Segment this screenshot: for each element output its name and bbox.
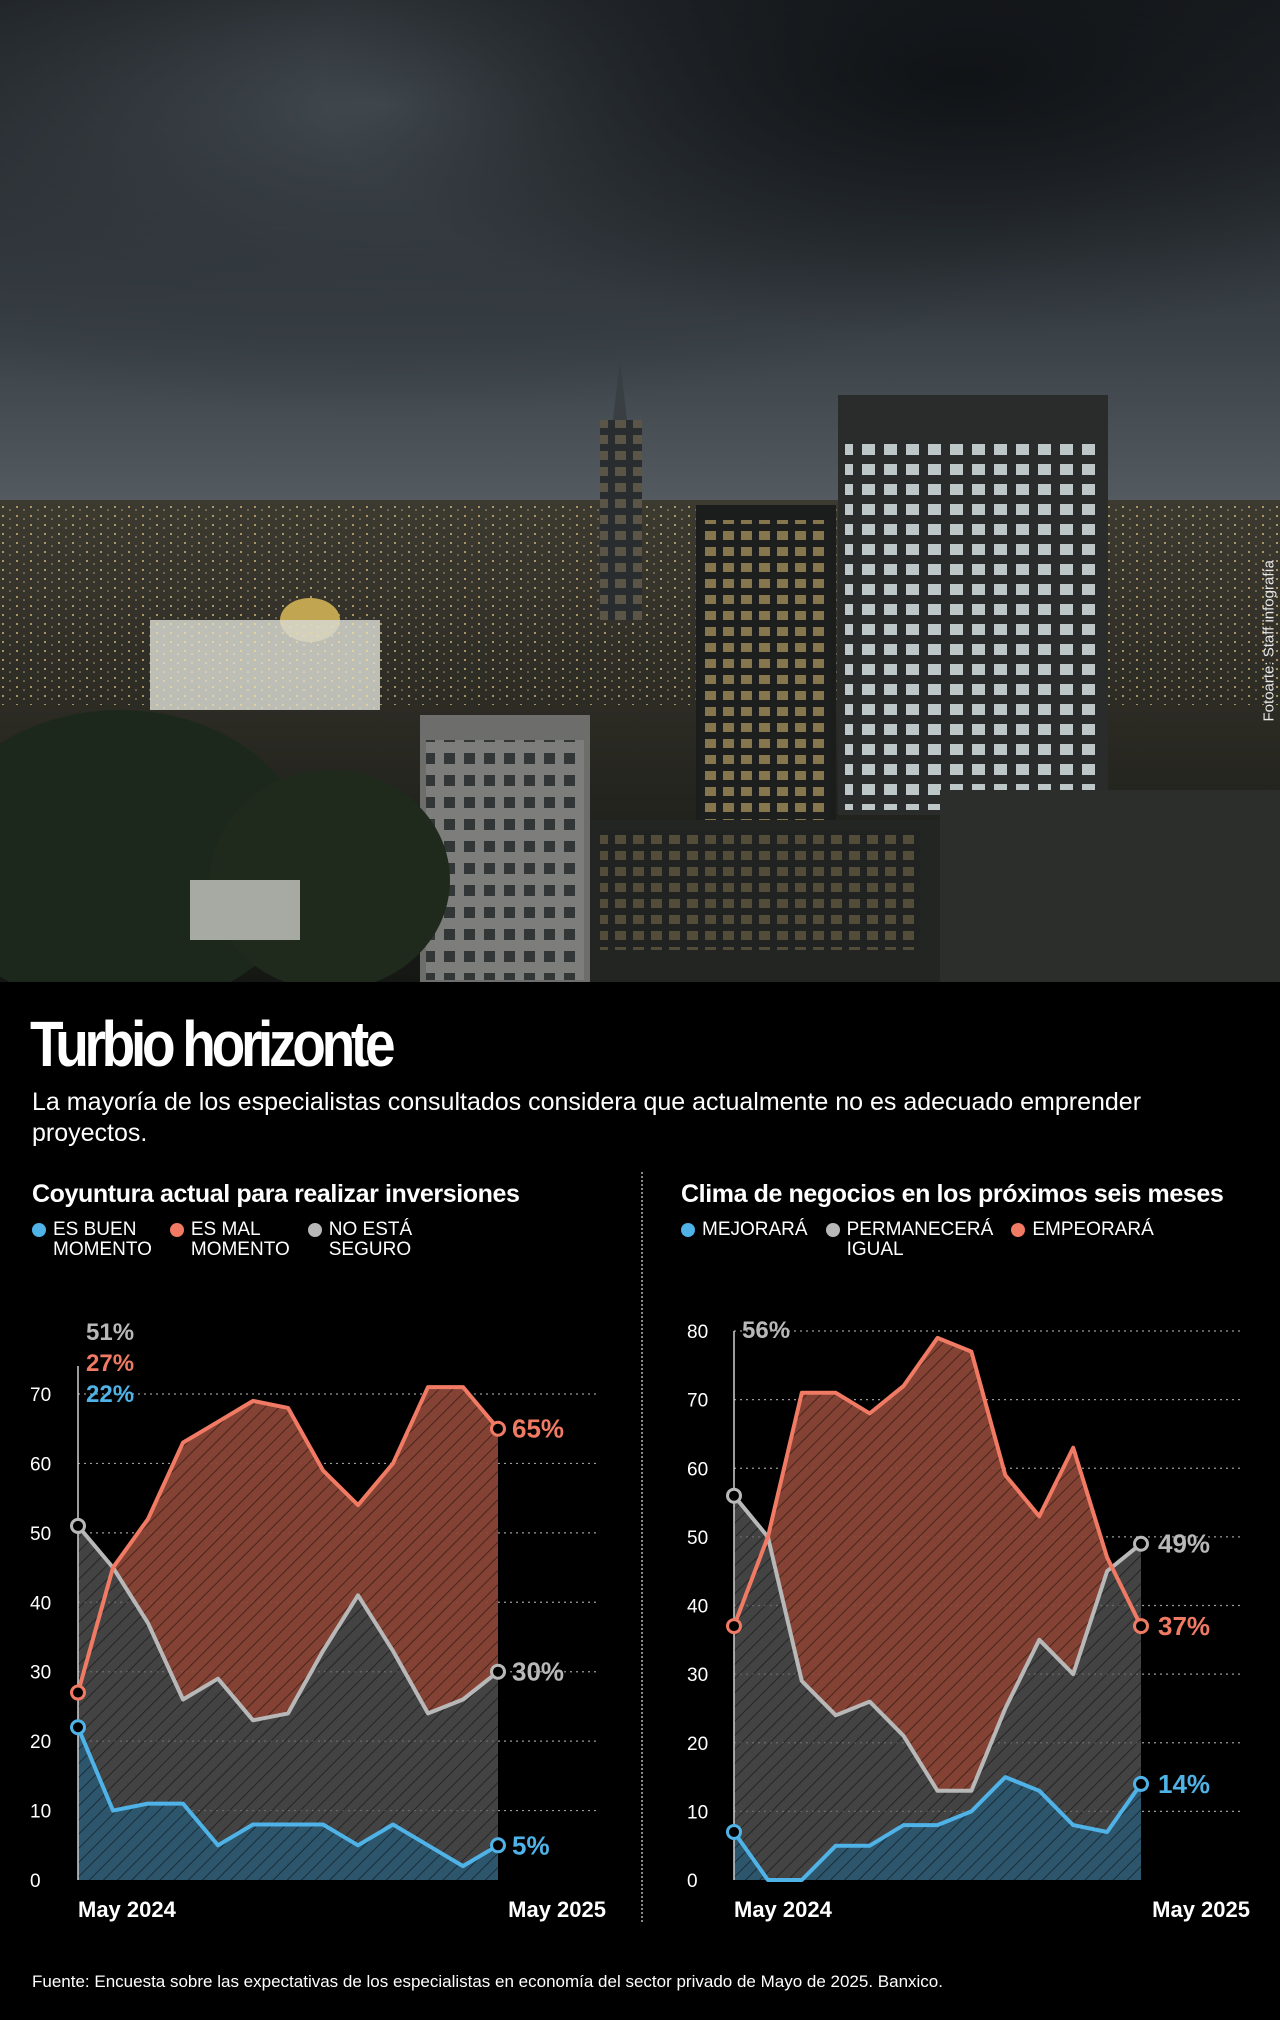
series-marker bbox=[70, 1517, 86, 1534]
series-line bbox=[732, 1335, 1143, 1627]
x-start-label: May 2024 bbox=[78, 1897, 177, 1922]
left-legend: ES BUEN MOMENTO ES MAL MOMENTO NO ESTÁ SEGU… bbox=[32, 1220, 412, 1260]
legend-label: IGUAL bbox=[846, 1239, 904, 1260]
y-tick-label: 40 bbox=[30, 1593, 51, 1614]
y-tick-label: 20 bbox=[687, 1734, 708, 1755]
y-tick-label: 40 bbox=[687, 1597, 708, 1618]
x-start-label: May 2024 bbox=[734, 1897, 833, 1922]
legend-label: NO ESTÁ bbox=[328, 1219, 413, 1240]
y-tick-label: 80 bbox=[687, 1322, 708, 1343]
page-title: Turbio horizonte bbox=[30, 1008, 396, 1080]
series-start-label: 51% bbox=[86, 1319, 134, 1346]
series-end-label: 14% bbox=[1158, 1769, 1210, 1799]
series-end-label: 5% bbox=[512, 1830, 550, 1860]
series-start-label: 22% bbox=[86, 1381, 134, 1408]
area-hatch-blue bbox=[78, 1727, 498, 1880]
y-tick-label: 20 bbox=[30, 1732, 51, 1753]
legend-label: MEJORARÁ bbox=[702, 1219, 808, 1240]
city-photo: Fotoarte: Staff infografía bbox=[0, 0, 1280, 982]
legend-dot bbox=[32, 1223, 46, 1237]
series-marker bbox=[490, 1837, 506, 1854]
area-hatch-gray bbox=[78, 1525, 498, 1880]
legend-dot bbox=[307, 1223, 322, 1237]
chart-divider bbox=[641, 1172, 643, 1922]
legend-item-buen-momento: ES BUEN MOMENTO bbox=[32, 1220, 152, 1260]
y-tick-label: 10 bbox=[30, 1802, 51, 1823]
series-line bbox=[76, 1524, 500, 1723]
area-hatch-blue bbox=[734, 1777, 1141, 1880]
left-chart-title: Coyuntura actual para realizar inversion… bbox=[32, 1180, 520, 1208]
series-start-label: 56% bbox=[742, 1317, 790, 1344]
y-tick-label: 60 bbox=[687, 1459, 708, 1480]
legend-label: ES BUEN bbox=[53, 1219, 137, 1240]
series-end-label: 49% bbox=[1158, 1529, 1210, 1559]
legend-label: ES MAL bbox=[190, 1219, 261, 1240]
series-marker bbox=[726, 1487, 742, 1504]
area-hatch-red bbox=[78, 1387, 498, 1721]
legend-item-mal-momento: ES MAL MOMENTO bbox=[169, 1219, 290, 1260]
series-marker bbox=[70, 1684, 86, 1701]
x-end-label: May 2025 bbox=[508, 1897, 606, 1922]
area-red-group bbox=[78, 1387, 498, 1721]
legend-dot bbox=[169, 1223, 184, 1237]
y-tick-label: 60 bbox=[30, 1454, 51, 1475]
series-line bbox=[732, 1775, 1143, 1882]
series-line bbox=[76, 1385, 500, 1694]
legend-dot bbox=[681, 1223, 695, 1237]
x-end-label: May 2025 bbox=[1152, 1897, 1250, 1922]
legend-item-no-seguro: NO ESTÁ SEGURO bbox=[307, 1219, 413, 1260]
legend-item-empeorara: EMPEORARÁ bbox=[1011, 1219, 1154, 1260]
y-tick-label: 0 bbox=[30, 1871, 41, 1892]
series-marker bbox=[726, 1618, 742, 1635]
y-tick-label: 50 bbox=[687, 1528, 708, 1549]
series-line bbox=[732, 1494, 1143, 1793]
right-area-chart: 0 10 20 30 40 50 60 70 80 49% 37% 14% 56% May 2024 May… bbox=[687, 1317, 1250, 1922]
right-chart-title: Clima de negocios en los próximos seis m… bbox=[681, 1180, 1224, 1208]
series-marker bbox=[490, 1663, 506, 1680]
y-tick-label: 10 bbox=[687, 1802, 708, 1823]
series-line bbox=[76, 1726, 500, 1869]
page-subtitle: La mayoría de los especialistas consulta… bbox=[32, 1088, 1142, 1147]
legend-item-mejorara: MEJORARÁ bbox=[681, 1220, 808, 1260]
series-marker bbox=[1133, 1618, 1149, 1635]
series-end-label: 30% bbox=[512, 1657, 564, 1687]
y-tick-label: 30 bbox=[687, 1665, 708, 1686]
area-hatch-red bbox=[734, 1337, 1141, 1791]
y-tick-label: 0 bbox=[687, 1871, 698, 1892]
series-marker bbox=[70, 1719, 86, 1736]
legend-dot bbox=[1011, 1223, 1026, 1237]
area-hatch-gray bbox=[734, 1495, 1141, 1880]
legend-label: MOMENTO bbox=[53, 1239, 152, 1260]
series-marker bbox=[1133, 1775, 1149, 1792]
left-area-chart: 0 10 20 30 40 50 60 70 30% 65% 5% 51% 27% 22% May 2024… bbox=[30, 1319, 606, 1922]
legend-label: EMPEORARÁ bbox=[1032, 1219, 1154, 1240]
legend-label: MOMENTO bbox=[190, 1239, 290, 1260]
y-tick-label: 30 bbox=[30, 1663, 51, 1684]
legend-label: PERMANECERÁ bbox=[846, 1219, 994, 1240]
legend-dot bbox=[825, 1223, 840, 1237]
series-marker bbox=[1133, 1535, 1149, 1552]
y-tick-label: 50 bbox=[30, 1524, 51, 1545]
series-marker bbox=[726, 1823, 742, 1840]
source-note: Fuente: Encuesta sobre las expectativas … bbox=[32, 1972, 943, 1991]
y-tick-label: 70 bbox=[30, 1385, 51, 1406]
photo-credit: Fotoarte: Staff infografía bbox=[1260, 560, 1277, 722]
series-end-label: 65% bbox=[512, 1414, 564, 1444]
y-tick-label: 70 bbox=[687, 1391, 708, 1412]
series-marker bbox=[490, 1420, 506, 1437]
right-legend: MEJORARÁ PERMANECERÁ IGUAL EMPEORARÁ bbox=[681, 1220, 1154, 1260]
series-end-label: 37% bbox=[1158, 1611, 1210, 1641]
legend-item-permanecera-igual: PERMANECERÁ IGUAL bbox=[825, 1219, 994, 1260]
series-start-label: 27% bbox=[86, 1350, 134, 1377]
area-red-group bbox=[734, 1337, 1141, 1791]
legend-label: SEGURO bbox=[328, 1239, 412, 1260]
